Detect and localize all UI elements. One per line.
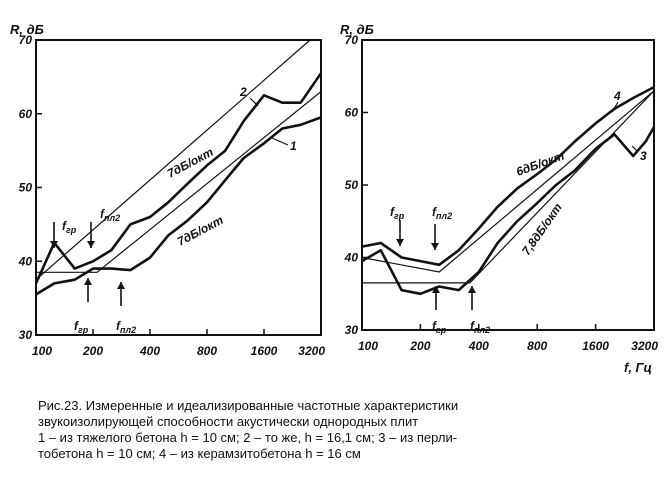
ideal-line-1 [361, 90, 655, 273]
y-axis-label: R, дБ [340, 22, 374, 37]
plot-frame [361, 39, 655, 331]
series-line-4 [361, 85, 655, 267]
y-tick-label: 30 [345, 323, 359, 337]
slope-label: 7,8дБ/окт [519, 200, 565, 257]
chart-panel-2: 30 40 50 60 70 100 200 400 800 1600 3200 R, дБ f, Гц… [340, 22, 658, 375]
frequency-label: fпл2 [100, 207, 120, 223]
ideal-line-2 [36, 91, 322, 273]
curve-number-label: 3 [640, 149, 647, 163]
frequency-label: fпл2 [116, 319, 136, 335]
arrow-head [50, 241, 58, 248]
curve-number-label: 1 [290, 139, 297, 153]
x-tick-label: 100 [358, 339, 378, 353]
y-tick-label: 40 [18, 254, 33, 268]
y-tick-label: 30 [19, 328, 33, 342]
caption-line-1: Рис.23. Измеренные и идеализированные ча… [38, 398, 459, 413]
arrow-head [468, 286, 476, 293]
x-axis-label: f, Гц [624, 360, 652, 375]
arrow-head [117, 282, 125, 289]
y-tick-label: 50 [19, 181, 33, 195]
x-tick-label: 400 [139, 344, 160, 358]
arrow-head [396, 239, 404, 246]
frequency-label: fгр [62, 219, 77, 235]
caption-line-4: тобетона h = 10 см; 4 – из керамзитобето… [38, 446, 361, 461]
x-tick-label: 200 [82, 344, 103, 358]
y-tick-label: 60 [345, 106, 359, 120]
series-line-2 [34, 72, 323, 284]
x-tick-label: 1600 [251, 344, 278, 358]
leader-line [631, 145, 639, 153]
y-tick-label: 70 [345, 33, 359, 47]
series-line-3 [361, 126, 656, 296]
series-line-1 [35, 116, 322, 296]
y-tick-label: 40 [344, 251, 359, 265]
ideal-line-1 [35, 39, 311, 281]
chart-panel-1: 30 40 50 60 70 100 200 400 800 1600 3200 R, дБ 2 1 7дБ… [10, 22, 325, 358]
figure-caption: Рис.23. Измеренные и идеализированные ча… [38, 398, 668, 462]
slope-label: 6дБ/окт [514, 148, 566, 178]
y-tick-label: 60 [19, 107, 33, 121]
slope-label: 7дБ/окт [175, 213, 226, 249]
ideal-line-2 [362, 90, 655, 284]
leader-line [249, 97, 259, 107]
x-tick-label: 1600 [582, 339, 609, 353]
frequency-label: fгр [74, 319, 89, 335]
x-tick-label: 800 [527, 339, 547, 353]
x-tick-label: 400 [468, 339, 489, 353]
arrow-head [432, 286, 440, 293]
x-tick-label: 3200 [298, 344, 325, 358]
x-tick-label: 200 [409, 339, 430, 353]
frequency-label: fпл2 [470, 319, 490, 335]
caption-line-3: 1 – из тяжелого бетона h = 10 см; 2 – то… [38, 430, 458, 445]
arrow-head [431, 243, 439, 250]
y-tick-label: 70 [19, 33, 33, 47]
arrow-head [84, 278, 92, 285]
leader-line [611, 101, 619, 113]
frequency-label: fпл2 [432, 205, 452, 221]
arrow-head [87, 241, 95, 248]
y-axis-label: R, дБ [10, 22, 44, 37]
curve-number-label: 4 [613, 89, 621, 103]
frequency-label: fгр [390, 205, 405, 221]
x-tick-label: 100 [32, 344, 52, 358]
frequency-label: fгр [432, 319, 447, 335]
curve-number-label: 2 [239, 85, 247, 99]
caption-line-2: звукоизолирующей способности акустически… [38, 414, 419, 429]
leader-line [271, 137, 289, 146]
x-tick-label: 800 [197, 344, 217, 358]
y-tick-label: 50 [345, 178, 359, 192]
plot-frame [35, 39, 322, 336]
slope-label: 7дБ/окт [165, 145, 216, 181]
x-tick-label: 3200 [631, 339, 658, 353]
